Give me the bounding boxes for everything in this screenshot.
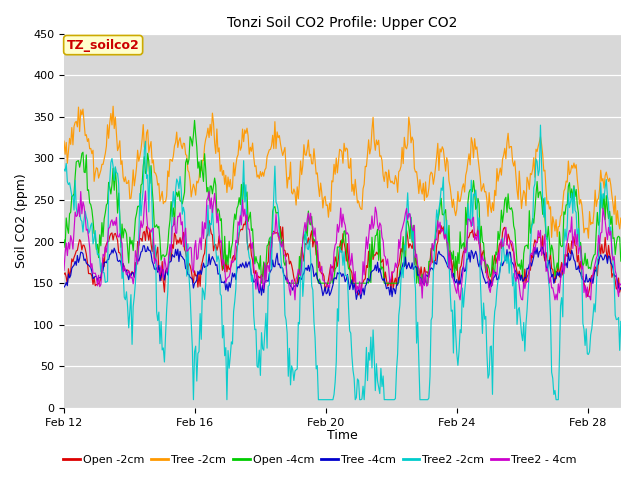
Text: TZ_soilco2: TZ_soilco2 (67, 38, 140, 51)
X-axis label: Time: Time (327, 429, 358, 442)
Title: Tonzi Soil CO2 Profile: Upper CO2: Tonzi Soil CO2 Profile: Upper CO2 (227, 16, 458, 30)
Legend: Open -2cm, Tree -2cm, Open -4cm, Tree -4cm, Tree2 -2cm, Tree2 - 4cm: Open -2cm, Tree -2cm, Open -4cm, Tree -4… (59, 451, 581, 469)
Y-axis label: Soil CO2 (ppm): Soil CO2 (ppm) (15, 173, 28, 268)
